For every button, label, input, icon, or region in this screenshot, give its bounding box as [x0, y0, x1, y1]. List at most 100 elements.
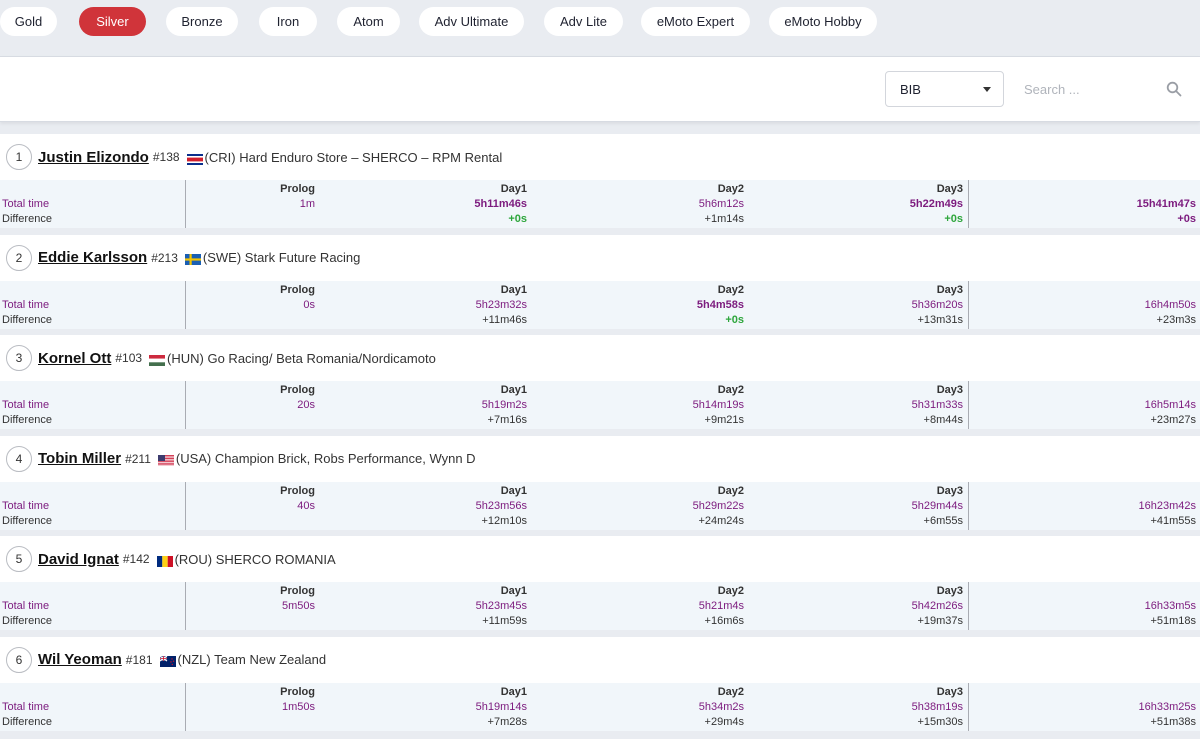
stage-time: 5h31m33s [911, 399, 963, 411]
stage-header: Day1 [500, 484, 527, 497]
rider-name-link[interactable]: David Ignat [38, 550, 119, 568]
sort-select[interactable]: BIB [885, 71, 1004, 107]
total-time-label: Total time [2, 298, 50, 311]
rider-times: Total time Difference Prolog 40s Day1 5h23m56… [0, 481, 1200, 530]
rider-name-link[interactable]: Tobin Miller [38, 450, 122, 467]
rider-bib: #138 [152, 150, 180, 164]
search-input[interactable] [1016, 71, 1156, 107]
stage-time: 5h21m4s [698, 600, 744, 612]
flag-usa-icon [157, 453, 174, 466]
column-divider [185, 582, 186, 630]
stage-header: Day3 [936, 585, 963, 597]
stage-header: Day2 [717, 484, 744, 497]
tab-silver[interactable]: Silver [79, 7, 146, 36]
stage-time: 1m [299, 198, 315, 210]
overall-difference: +51m18s [1150, 615, 1196, 627]
stage-difference: +0s [944, 213, 963, 225]
difference-label: Difference [2, 715, 52, 728]
stage-time: 5h22m49s [909, 198, 963, 210]
rider-bib: #142 [122, 552, 150, 566]
rider-row: 3 Kornel Ott #103 (HUN) Go Racing/ Beta Rom… [0, 335, 1200, 436]
stage-header: Day3 [936, 183, 963, 195]
stage-header: Day2 [717, 384, 744, 396]
column-divider [968, 280, 969, 329]
stage-header: Prolog [280, 484, 315, 497]
chevron-down-icon [983, 87, 991, 92]
overall-difference: +23m3s [1156, 313, 1196, 326]
stage-header: Day2 [717, 283, 744, 296]
difference-label: Difference [2, 514, 52, 527]
rider-name-link[interactable]: Kornel Ott [38, 349, 112, 367]
tab-gold[interactable]: Gold [0, 7, 57, 36]
stage-header: Day3 [936, 384, 963, 396]
column-divider [968, 582, 969, 630]
rider-header: 2 Eddie Karlsson #213 (SWE) Stark Future Ra… [0, 234, 1200, 281]
flag-rou-icon [156, 554, 173, 567]
stage-difference: +24m24s [698, 514, 744, 527]
tab-emoto-hobby[interactable]: eMoto Hobby [769, 7, 877, 36]
rider-name-link[interactable]: Eddie Karlsson [38, 249, 148, 266]
row-separator [0, 328, 1200, 335]
rider-team: (CRI) Hard Enduro Store – SHERCO – RPM R… [204, 149, 503, 165]
tab-iron[interactable]: Iron [259, 7, 317, 36]
stage-time: 5h11m46s [474, 198, 527, 210]
stage-time: 40s [297, 499, 315, 512]
tab-atom[interactable]: Atom [337, 7, 400, 36]
rank-badge: 5 [6, 546, 32, 572]
rider-row: 1 Justin Elizondo #138 (CRI) Hard Enduro St… [0, 134, 1200, 235]
rider-info: Justin Elizondo #138 (CRI) Hard Enduro Sto… [38, 148, 502, 166]
rank-badge: 6 [6, 646, 32, 673]
stage-difference: +11m46s [482, 313, 527, 326]
total-time-label: Total time [2, 600, 50, 612]
rider-header: 3 Kornel Ott #103 (HUN) Go Racing/ Beta Rom… [0, 335, 1200, 381]
stage-difference: +8m44s [923, 414, 963, 426]
sort-select-value: BIB [900, 81, 921, 97]
rider-info: David Ignat #142 (ROU) SHERCO ROMANIA [38, 550, 336, 568]
column-divider [185, 381, 186, 429]
overall-total-time: 15h41m47s [1136, 198, 1196, 210]
stage-time: 0s [303, 298, 315, 311]
flag-nzl-icon [159, 654, 176, 667]
rider-team: (NZL) Team New Zealand [177, 652, 327, 667]
total-time-label: Total time [2, 700, 50, 713]
stage-time: 5h29m44s [911, 499, 963, 512]
stage-time: 5h19m14s [475, 700, 527, 713]
rider-info: Tobin Miller #211 (USA) Champion Brick, Ro… [38, 450, 476, 468]
rider-header: 1 Justin Elizondo #138 (CRI) Hard Enduro St… [0, 134, 1200, 180]
rider-header: 6 Wil Yeoman #181 (NZL) Team New Zealand [0, 636, 1200, 683]
stage-difference: +19m37s [917, 615, 963, 627]
column-divider [185, 481, 186, 530]
overall-difference: +51m38s [1150, 715, 1196, 728]
tab-emoto-expert[interactable]: eMoto Expert [641, 7, 750, 36]
rider-row: 2 Eddie Karlsson #213 (SWE) Stark Future Ra… [0, 234, 1200, 335]
tab-adv-ultimate[interactable]: Adv Ultimate [419, 7, 524, 36]
rider-times: Total time Difference Prolog 5m50s Day1 5h23m… [0, 582, 1200, 630]
stage-header: Day1 [500, 183, 527, 195]
tab-bronze[interactable]: Bronze [166, 7, 238, 36]
flag-swe-icon [184, 252, 201, 265]
rider-header: 5 David Ignat #142 (ROU) SHERCO ROMANIA [0, 536, 1200, 582]
column-divider [185, 682, 186, 731]
rider-bib: #213 [151, 250, 178, 265]
rank-badge: 4 [6, 445, 32, 472]
rider-name-link[interactable]: Wil Yeoman [38, 651, 122, 668]
total-time-label: Total time [2, 499, 50, 512]
stage-time: 5h36m20s [911, 298, 963, 311]
category-tabs: Gold Silver Bronze Iron Atom Adv Ultimate Adv … [0, 0, 1200, 56]
stage-difference: +11m59s [482, 615, 527, 627]
stage-header: Prolog [280, 183, 315, 195]
row-separator [0, 529, 1200, 536]
search-icon[interactable] [1166, 81, 1182, 97]
rider-info: Eddie Karlsson #213 (SWE) Stark Future Rac… [38, 249, 360, 267]
rider-bib: #211 [125, 451, 151, 466]
stage-header: Day3 [936, 484, 963, 497]
total-time-label: Total time [2, 198, 50, 210]
rider-name-link[interactable]: Justin Elizondo [38, 148, 149, 166]
stage-time: 5h14m19s [692, 399, 744, 411]
stage-difference: +15m30s [917, 715, 963, 728]
column-divider [185, 280, 186, 329]
rider-info: Kornel Ott #103 (HUN) Go Racing/ Beta Roma… [38, 349, 436, 367]
rider-team: (HUN) Go Racing/ Beta Romania/Nordicamot… [167, 350, 436, 366]
stage-difference: +9m21s [704, 414, 744, 426]
tab-adv-lite[interactable]: Adv Lite [544, 7, 623, 36]
